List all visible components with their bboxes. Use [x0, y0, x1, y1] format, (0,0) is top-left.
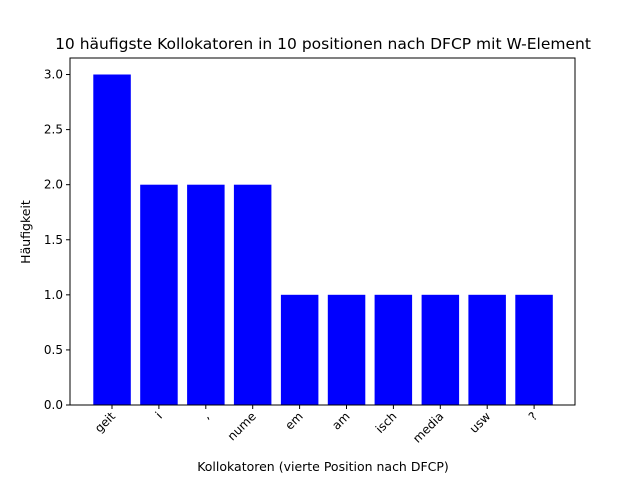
- bar-4: [233, 184, 272, 405]
- y-axis-ticks: 0.0 0.5 1.0 1.5 2.0 2.5 3.0: [44, 68, 70, 412]
- y-tick-label: 0.0: [44, 398, 63, 412]
- bar-10: [515, 294, 553, 405]
- x-tick-label: media: [410, 409, 446, 445]
- y-tick-label: 3.0: [44, 68, 63, 82]
- bar-9: [468, 294, 506, 405]
- bar-7: [374, 294, 413, 405]
- y-axis-label: Häufigkeit: [18, 200, 33, 264]
- bar-8: [421, 294, 460, 405]
- y-tick-label: 2.0: [44, 178, 63, 192]
- plot-frame: [69, 57, 576, 406]
- bar-2: [140, 184, 178, 405]
- x-tick-label: nume: [225, 409, 259, 443]
- x-tick-label: i: [153, 409, 165, 421]
- bar-6: [327, 294, 366, 405]
- y-tick-label: 2.5: [44, 123, 63, 137]
- x-axis-label: Kollokatoren (vierte Position nach DFCP): [197, 459, 449, 474]
- x-tick-label: geit: [92, 409, 118, 435]
- x-tick-label: ?: [526, 409, 540, 423]
- x-tick-label: ,: [199, 409, 212, 422]
- x-tick-label: usw: [467, 409, 494, 436]
- y-tick-label: 1.5: [44, 233, 63, 247]
- bar-1: [93, 74, 131, 405]
- y-tick-label: 0.5: [44, 343, 63, 357]
- chart-title: 10 häufigste Kollokatoren in 10 position…: [55, 35, 591, 53]
- x-axis-ticks: geit i, nume em am isch media usw?: [92, 405, 540, 446]
- x-tick-label: am: [329, 409, 352, 432]
- bar-3: [187, 184, 225, 405]
- bar-5: [280, 294, 319, 405]
- x-tick-label: em: [282, 409, 305, 432]
- x-tick-label: isch: [373, 409, 400, 436]
- y-tick-label: 1.0: [44, 288, 63, 302]
- bars-group: [93, 74, 553, 405]
